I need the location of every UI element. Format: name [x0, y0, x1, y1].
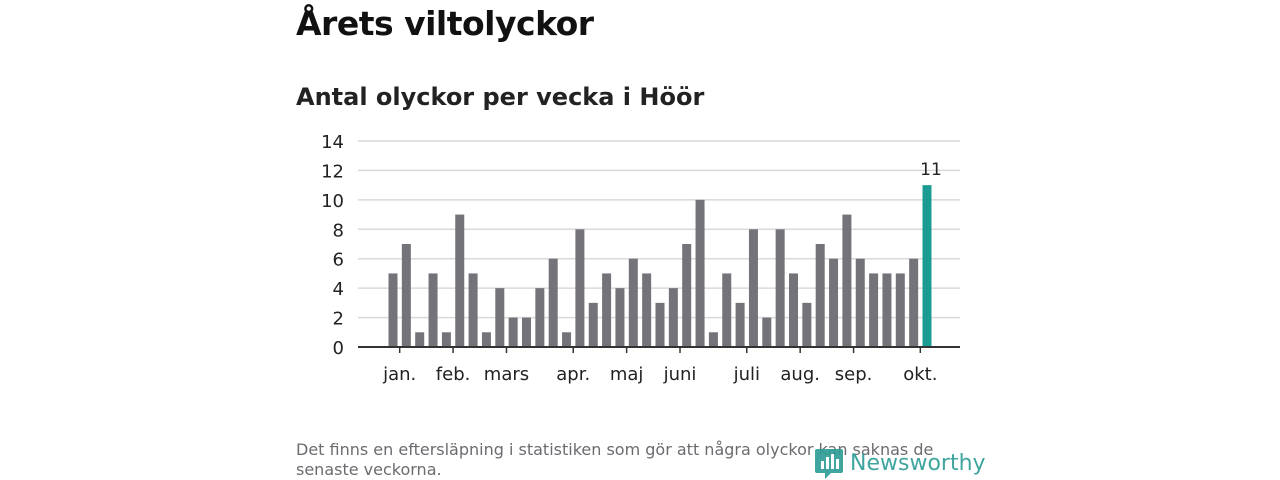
y-tick-label: 14	[321, 132, 344, 153]
bar	[682, 244, 692, 347]
bar-chart: 0 2 4 6 8 10 12 14 jan. feb. mars apr. maj juni juli a…	[321, 132, 960, 385]
bar	[455, 214, 465, 347]
x-tick-label: aug.	[780, 364, 820, 385]
x-tick-label: okt.	[903, 364, 937, 385]
bar	[575, 229, 585, 347]
bar	[388, 273, 398, 347]
bar	[789, 273, 798, 347]
bar	[468, 273, 478, 347]
x-tick-label: mars	[484, 364, 529, 385]
bar	[401, 244, 411, 347]
bar	[895, 273, 905, 347]
data-labels: 11	[920, 160, 942, 180]
bar	[762, 317, 772, 347]
x-tick-label: juni	[663, 364, 697, 385]
bar-highlight	[922, 185, 932, 347]
y-axis-ticks: 0 2 4 6 8 10 12 14	[321, 132, 344, 359]
x-tick-label: jan.	[382, 364, 416, 385]
bar	[642, 273, 652, 347]
bar	[829, 258, 839, 347]
bar	[588, 302, 598, 347]
bar	[748, 229, 758, 347]
bar	[441, 332, 451, 347]
bar	[481, 332, 491, 347]
bar	[415, 332, 425, 347]
x-tick-label: sep.	[835, 364, 873, 385]
bars	[388, 185, 932, 347]
bar	[628, 258, 638, 347]
y-tick-label: 8	[333, 220, 344, 241]
x-tick-label: maj	[610, 364, 644, 385]
bar	[882, 273, 892, 347]
bar	[869, 273, 879, 347]
bar	[655, 302, 665, 347]
bar	[695, 199, 705, 347]
x-tick-label: feb.	[436, 364, 471, 385]
data-label-latest-week: 11	[920, 160, 942, 180]
bar	[909, 258, 919, 347]
bar	[548, 258, 558, 347]
bar	[522, 317, 531, 347]
bar	[495, 288, 505, 347]
bar	[802, 302, 812, 347]
x-tick-label: apr.	[556, 364, 590, 385]
bar	[708, 332, 718, 347]
bar	[722, 273, 732, 347]
chart-title: Årets viltolyckor	[296, 4, 594, 43]
bar	[775, 229, 785, 347]
x-axis-ticks: jan. feb. mars apr. maj juni juli aug. sep. okt.	[382, 347, 937, 385]
bar	[735, 302, 745, 347]
chart-subtitle: Antal olyckor per vecka i Höör	[296, 83, 705, 111]
bar	[615, 288, 625, 347]
y-tick-label: 6	[333, 250, 344, 271]
bar	[562, 332, 572, 347]
bar	[602, 273, 612, 347]
y-tick-label: 10	[321, 191, 344, 212]
brand-logo: Newsworthy	[814, 446, 986, 480]
bar	[508, 317, 518, 347]
x-tick-label: juli	[733, 364, 760, 385]
y-tick-label: 4	[333, 279, 344, 300]
bar	[842, 214, 852, 347]
brand-name: Newsworthy	[850, 450, 986, 476]
newsworthy-logo-icon	[815, 449, 843, 479]
bar	[428, 273, 438, 347]
y-tick-label: 2	[333, 309, 344, 330]
bar	[855, 258, 865, 347]
bar	[815, 244, 825, 347]
footnote: Det finns en eftersläpning i statistiken…	[296, 440, 934, 479]
bar	[535, 288, 545, 347]
bar	[668, 288, 678, 347]
y-tick-label: 12	[321, 161, 344, 182]
y-tick-label: 0	[333, 338, 344, 359]
